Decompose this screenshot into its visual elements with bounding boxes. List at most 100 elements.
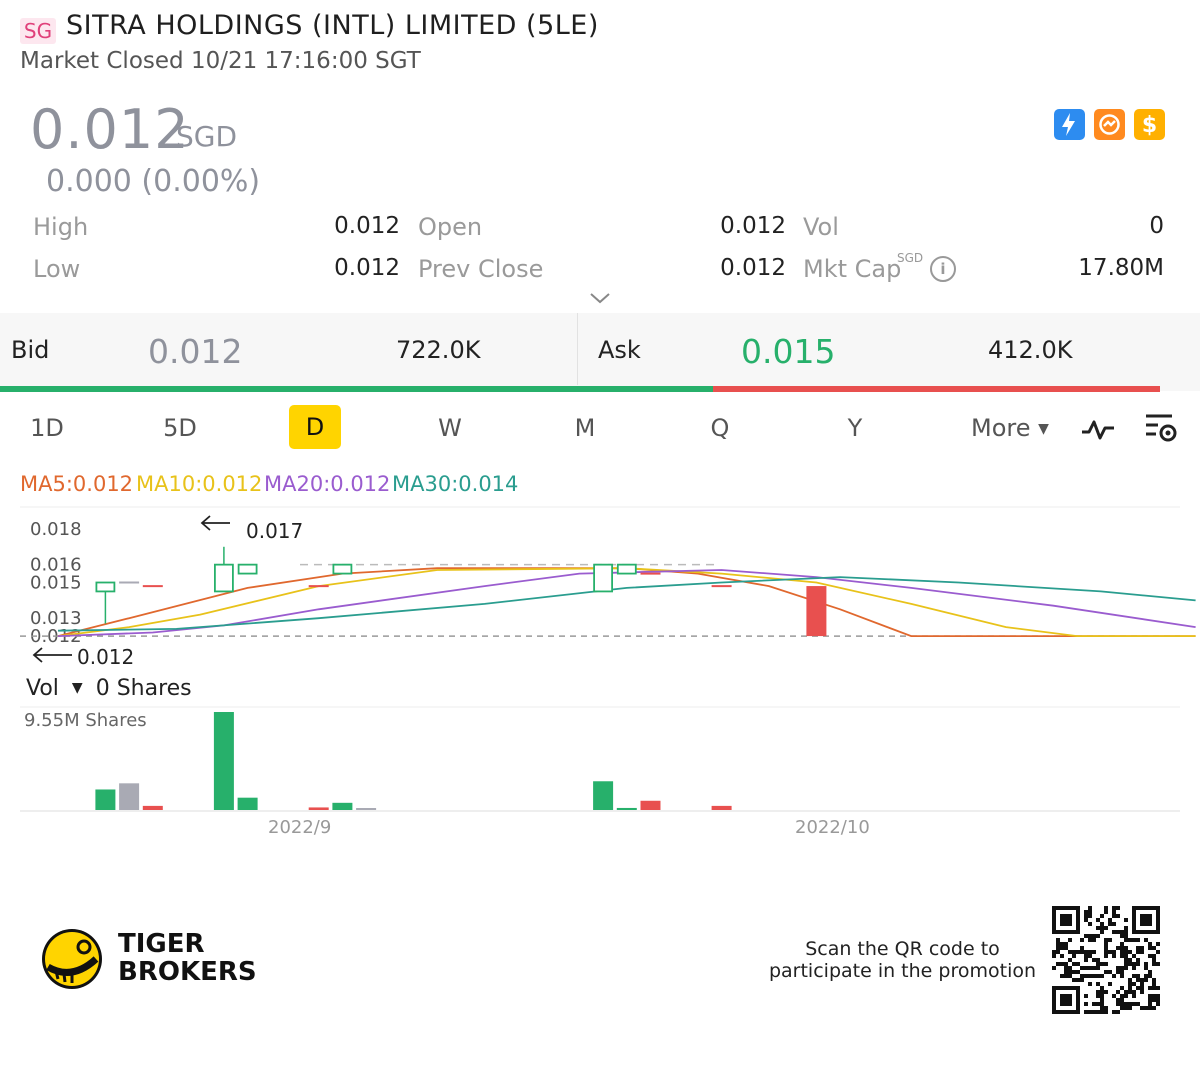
swap-icon[interactable] — [1094, 109, 1125, 140]
qr-module — [1068, 974, 1072, 978]
qr-module — [1076, 950, 1080, 954]
more-button[interactable]: More ▼ — [971, 414, 1049, 442]
qr-module — [1072, 954, 1076, 958]
svg-text:$: $ — [1142, 113, 1157, 138]
qr-module — [1112, 922, 1116, 926]
tab-5d[interactable]: 5D — [163, 414, 197, 442]
tab-m[interactable]: M — [574, 414, 596, 442]
qr-module — [1140, 946, 1144, 950]
volume-bar — [119, 783, 140, 810]
qr-module — [1104, 990, 1108, 994]
qr-module — [1136, 974, 1140, 978]
promo-line-2: participate in the promotion — [768, 960, 1037, 982]
qr-module — [1088, 954, 1092, 958]
qr-module — [1104, 926, 1108, 930]
qr-module — [1108, 938, 1112, 942]
qr-finder-core — [1060, 914, 1072, 926]
qr-module — [1120, 942, 1124, 946]
qr-module — [1152, 954, 1156, 958]
qr-module — [1156, 986, 1160, 990]
indicator-icon[interactable] — [1080, 414, 1116, 448]
qr-module — [1148, 998, 1152, 1002]
more-label: More — [971, 414, 1031, 442]
qr-module — [1100, 1006, 1104, 1010]
qr-module — [1104, 962, 1108, 966]
qr-module — [1100, 998, 1104, 1002]
open-value: 0.012 — [720, 213, 786, 239]
vol-stat-value: 0 — [1149, 213, 1164, 239]
brand-line-2: BROKERS — [118, 957, 257, 987]
qr-module — [1100, 986, 1104, 990]
qr-module — [1072, 950, 1076, 954]
vol-value: 0 Shares — [95, 676, 192, 701]
qr-module — [1088, 1010, 1092, 1014]
market-status: Market Closed 10/21 17:16:00 SGT — [20, 48, 421, 74]
qr-module — [1088, 922, 1092, 926]
flash-icon[interactable] — [1054, 109, 1085, 140]
ask-ratio-bar — [713, 386, 1160, 392]
tab-y[interactable]: Y — [847, 414, 863, 442]
qr-module — [1096, 918, 1100, 922]
qr-code-icon — [1052, 906, 1160, 1014]
qr-module — [1128, 990, 1132, 994]
qr-module — [1100, 962, 1104, 966]
qr-module — [1156, 998, 1160, 1002]
qr-module — [1156, 962, 1160, 966]
qr-module — [1088, 938, 1092, 942]
qr-module — [1136, 950, 1140, 954]
qr-module — [1084, 910, 1088, 914]
ma10-label: MA10:0.012 — [136, 472, 263, 496]
tab-q[interactable]: Q — [710, 414, 730, 442]
qr-module — [1152, 1006, 1156, 1010]
qr-module — [1124, 994, 1128, 998]
volume-bar — [593, 781, 614, 810]
info-icon[interactable]: i — [930, 256, 956, 282]
qr-module — [1144, 978, 1148, 982]
bid-ratio-bar — [0, 386, 713, 392]
dollar-icon[interactable]: $ — [1134, 109, 1165, 140]
volume-chart[interactable] — [0, 705, 1200, 815]
tab-1d[interactable]: 1D — [30, 414, 64, 442]
qr-module — [1104, 954, 1108, 958]
brand-name: TIGER BROKERS — [118, 930, 257, 986]
qr-module — [1056, 962, 1060, 966]
qr-module — [1068, 938, 1072, 942]
qr-module — [1124, 990, 1128, 994]
volume-selector[interactable]: Vol ▼ 0 Shares — [26, 676, 192, 701]
qr-module — [1148, 942, 1152, 946]
qr-module — [1096, 962, 1100, 966]
qr-module — [1132, 962, 1136, 966]
candle-body — [593, 563, 613, 593]
qr-module — [1120, 954, 1124, 958]
y-tick-label: 0.018 — [30, 519, 82, 540]
tab-w[interactable]: W — [438, 414, 462, 442]
mkt-cap-currency: SGD — [897, 251, 924, 265]
qr-module — [1120, 946, 1124, 950]
qr-module — [1112, 930, 1116, 934]
qr-module — [1064, 966, 1068, 970]
qr-module — [1148, 974, 1152, 978]
prev-close-label: Prev Close — [418, 255, 544, 283]
qr-module — [1076, 978, 1080, 982]
qr-module — [1140, 950, 1144, 954]
low-value: 0.012 — [334, 255, 400, 281]
qr-module — [1084, 934, 1088, 938]
qr-module — [1052, 950, 1056, 954]
qr-module — [1092, 1010, 1096, 1014]
qr-module — [1100, 994, 1104, 998]
expand-chevron-icon[interactable] — [589, 290, 611, 309]
qr-module — [1152, 946, 1156, 950]
qr-module — [1132, 990, 1136, 994]
qr-module — [1124, 950, 1128, 954]
qr-module — [1056, 938, 1060, 942]
qr-module — [1152, 986, 1156, 990]
tab-d[interactable]: D — [289, 405, 341, 449]
qr-module — [1104, 950, 1108, 954]
volume-bar — [237, 797, 258, 810]
bid-price: 0.012 — [148, 332, 243, 371]
volume-bar — [356, 808, 377, 810]
candle-body — [213, 563, 234, 593]
x-label-sep: 2022/9 — [268, 817, 332, 838]
chart-settings-icon[interactable] — [1144, 412, 1180, 450]
